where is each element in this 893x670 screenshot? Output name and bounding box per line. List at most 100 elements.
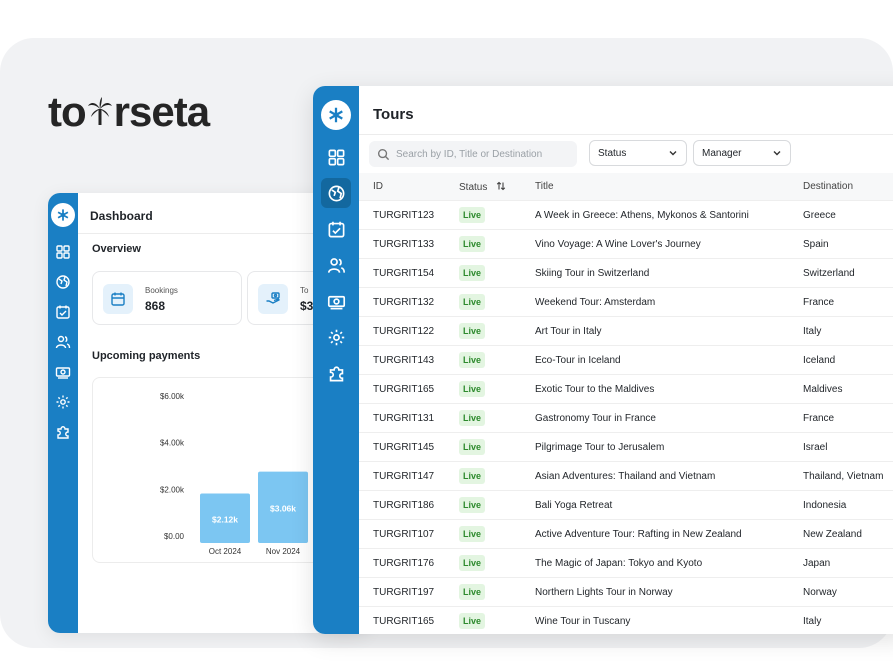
table-row[interactable]: TURGRIT165 Live Wine Tour in Tuscany Italy: [359, 606, 893, 634]
globe-icon[interactable]: [321, 178, 351, 208]
tour-title: Weekend Tour: Amsterdam: [535, 297, 656, 308]
gear-icon[interactable]: [321, 322, 351, 352]
status-filter-label: Status: [598, 147, 627, 159]
tour-id: TURGRIT133: [373, 239, 435, 250]
bar[interactable]: [200, 493, 250, 543]
tour-title: Wine Tour in Tuscany: [535, 616, 631, 627]
status-badge: Live: [459, 265, 486, 281]
logo-text-end: rseta: [113, 88, 210, 135]
brand-icon[interactable]: [321, 100, 351, 130]
status-badge: Live: [459, 381, 486, 397]
tour-destination: Greece: [803, 210, 836, 221]
table-row[interactable]: TURGRIT186 Live Bali Yoga Retreat Indonesia: [359, 490, 893, 519]
table-row[interactable]: TURGRIT143 Live Eco-Tour in Iceland Iceland: [359, 345, 893, 374]
status-badge: Live: [459, 323, 486, 339]
users-icon[interactable]: [321, 250, 351, 280]
puzzle-icon[interactable]: [52, 421, 74, 443]
bookings-card[interactable]: Bookings 868: [92, 271, 242, 325]
y-tick-label: $0.00: [164, 532, 185, 541]
chart-container: [92, 377, 368, 563]
tour-title: The Magic of Japan: Tokyo and Kyoto: [535, 558, 703, 569]
tour-id: TURGRIT176: [373, 558, 435, 569]
table-row[interactable]: TURGRIT107 Live Active Adventure Tour: Raf…: [359, 519, 893, 548]
bar-value-label: $2.12k: [212, 514, 238, 524]
tour-id: TURGRIT186: [373, 500, 435, 511]
search-input[interactable]: [396, 148, 576, 160]
grid-icon[interactable]: [52, 241, 74, 263]
calendar-icon: [103, 284, 133, 314]
status-filter-dropdown[interactable]: Status: [589, 140, 687, 166]
tour-id: TURGRIT122: [373, 326, 435, 337]
brand-icon[interactable]: [51, 203, 75, 227]
status-badge: Live: [459, 410, 486, 426]
tour-destination: France: [803, 297, 835, 308]
bookings-value: 868: [145, 299, 166, 313]
status-badge: Live: [459, 236, 486, 252]
hand-money-icon: [258, 284, 288, 314]
upcoming-payments-heading: Upcoming payments: [92, 350, 201, 362]
table-row[interactable]: TURGRIT122 Live Art Tour in Italy Italy: [359, 316, 893, 345]
table-row[interactable]: TURGRIT154 Live Skiing Tour in Switzerland…: [359, 258, 893, 287]
tourseta-logo: to rseta: [48, 88, 210, 136]
x-tick-label: Oct 2024: [209, 547, 242, 556]
sort-icon[interactable]: [496, 181, 506, 191]
column-header-title[interactable]: Title: [535, 181, 554, 192]
gear-icon[interactable]: [52, 391, 74, 413]
search-box[interactable]: [369, 141, 577, 167]
tour-title: Active Adventure Tour: Rafting in New Ze…: [535, 529, 742, 540]
tour-destination: New Zealand: [803, 529, 862, 540]
calendar-check-icon[interactable]: [52, 301, 74, 323]
tour-id: TURGRIT147: [373, 471, 435, 482]
column-header-id[interactable]: ID: [373, 181, 383, 192]
column-header-destination[interactable]: Destination: [803, 181, 854, 192]
table-row[interactable]: TURGRIT145 Live Pilgrimage Tour to Jerusal…: [359, 432, 893, 461]
tour-id: TURGRIT131: [373, 413, 435, 424]
tour-destination: Iceland: [803, 355, 836, 366]
table-row[interactable]: TURGRIT176 Live The Magic of Japan: Tokyo …: [359, 548, 893, 577]
tour-destination: Indonesia: [803, 500, 847, 511]
status-badge: Live: [459, 526, 486, 542]
tour-destination: Israel: [803, 442, 828, 453]
total-label: To: [300, 286, 309, 295]
globe-icon[interactable]: [52, 271, 74, 293]
bar-value-label: $3.06k: [270, 503, 296, 513]
status-badge: Live: [459, 352, 486, 368]
tour-destination: Thailand, Vietnam: [803, 471, 884, 482]
table-row[interactable]: TURGRIT133 Live Vino Voyage: A Wine Lover'…: [359, 229, 893, 258]
table-row[interactable]: TURGRIT147 Live Asian Adventures: Thailand…: [359, 461, 893, 490]
manager-filter-label: Manager: [702, 147, 742, 159]
money-icon[interactable]: [321, 286, 351, 316]
table-row[interactable]: TURGRIT197 Live Northern Lights Tour in No…: [359, 577, 893, 606]
table-header: [359, 173, 893, 201]
money-icon[interactable]: [52, 361, 74, 383]
chevron-down-icon: [669, 151, 677, 156]
tour-title: Northern Lights Tour in Norway: [535, 587, 673, 598]
grid-icon[interactable]: [321, 142, 351, 172]
puzzle-icon[interactable]: [321, 358, 351, 388]
overview-heading: Overview: [92, 243, 141, 255]
calendar-check-icon[interactable]: [321, 214, 351, 244]
tour-id: TURGRIT165: [373, 384, 435, 395]
logo-text-start: to: [48, 88, 87, 135]
tour-title: Exotic Tour to the Maldives: [535, 384, 655, 395]
tour-destination: Maldives: [803, 384, 843, 395]
table-row[interactable]: TURGRIT165 Live Exotic Tour to the Maldive…: [359, 374, 893, 403]
tour-title: Pilgrimage Tour to Jerusalem: [535, 442, 665, 453]
tour-destination: Switzerland: [803, 268, 855, 279]
table-row[interactable]: TURGRIT132 Live Weekend Tour: Amsterdam Fra…: [359, 287, 893, 316]
tour-title: Art Tour in Italy: [535, 326, 602, 337]
bar[interactable]: [258, 471, 308, 543]
tour-destination: Italy: [803, 616, 822, 627]
tours-sidebar: [313, 86, 359, 634]
table-row[interactable]: TURGRIT131 Live Gastronomy Tour in France F…: [359, 403, 893, 432]
users-icon[interactable]: [52, 331, 74, 353]
y-tick-label: $6.00k: [160, 392, 185, 401]
column-header-status[interactable]: Status: [459, 181, 506, 193]
divider: [78, 233, 368, 234]
tour-destination: France: [803, 413, 835, 424]
chevron-down-icon: [773, 151, 781, 156]
manager-filter-dropdown[interactable]: Manager: [693, 140, 791, 166]
tour-id: TURGRIT143: [373, 355, 435, 366]
table-row[interactable]: TURGRIT123 Live A Week in Greece: Athens, …: [359, 200, 893, 229]
tour-id: TURGRIT154: [373, 268, 435, 279]
